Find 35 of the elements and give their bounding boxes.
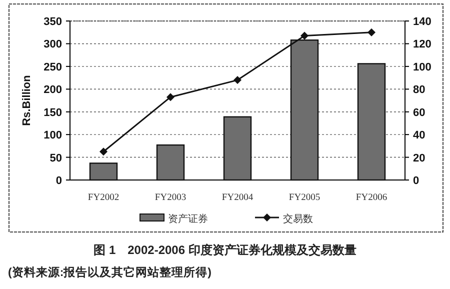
text: (资料来源:报告以及其它网站整理所得) — [8, 265, 212, 279]
x-tick-label: FY2004 — [222, 193, 254, 203]
x-tick-label: FY2005 — [288, 193, 320, 203]
x-tick-label: FY2003 — [154, 193, 186, 203]
y-tick-label: 0 — [56, 175, 62, 187]
y-tick-label: 200 — [44, 84, 62, 96]
y-tick-label: 50 — [50, 152, 62, 164]
y-tick-label: 250 — [44, 61, 62, 74]
x-tick-label: FY2006 — [356, 193, 388, 203]
bar — [357, 63, 386, 181]
y-tick-label: 100 — [44, 130, 62, 142]
y2-tick-label: 0 — [413, 175, 420, 187]
point — [166, 93, 174, 102]
point — [368, 28, 376, 36]
y2-tick-label: 100 — [413, 61, 432, 74]
text: 图 1 2002-2006 印度资产证券化规模及交易数量 — [94, 243, 356, 257]
point — [100, 148, 108, 156]
legend-label: 资产证券 — [168, 213, 208, 225]
y2-tick-label: 40 — [413, 130, 426, 142]
y2-tick-label: 140 — [413, 16, 432, 28]
y2-tick-label: 20 — [413, 152, 426, 164]
y2-tick-label: 80 — [413, 84, 426, 96]
y2-tick-label: 120 — [413, 38, 432, 51]
bar — [89, 162, 118, 181]
bar — [223, 116, 252, 181]
legend-label: 交易数 — [283, 213, 313, 225]
y2-tick-label: 60 — [413, 106, 426, 119]
y-tick-label: 350 — [44, 16, 62, 28]
y-tick-label: 150 — [44, 106, 62, 119]
point — [300, 32, 308, 40]
point — [234, 76, 242, 84]
x-tick-label: FY2002 — [88, 193, 120, 203]
bar — [156, 144, 185, 181]
y-axis-title: Rs.Billion — [21, 74, 33, 126]
y-tick-label: 300 — [44, 38, 62, 51]
